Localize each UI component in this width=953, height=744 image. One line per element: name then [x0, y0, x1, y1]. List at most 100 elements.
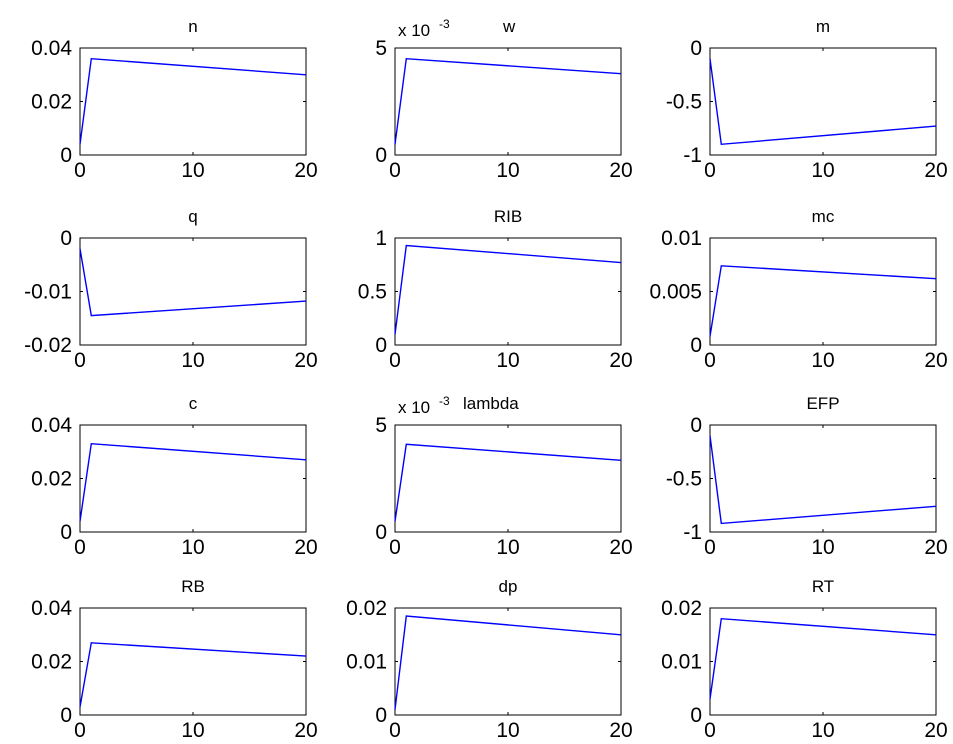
y-tick-label: 0	[690, 414, 702, 437]
y-tick-label: 0	[375, 334, 387, 357]
subplot: 0 10 20 0 5 w x 10 -3	[375, 17, 632, 182]
subplot: 0 10 20 0 0.5 1 RIB	[358, 207, 633, 372]
series-line	[394, 443, 622, 522]
x-tick-label: 20	[609, 349, 632, 372]
axes-box	[394, 47, 622, 156]
series-line	[709, 58, 937, 146]
x-tick-label: 10	[181, 159, 204, 182]
series-line	[709, 435, 937, 525]
axes-box	[79, 607, 307, 716]
subplot: 0 10 20 0 0.01 0.02 RT	[661, 577, 948, 742]
x-tick-label: 20	[924, 159, 947, 182]
x-tick-label: 0	[704, 159, 716, 182]
subplot-title: n	[188, 17, 197, 36]
y-tick-label: 0.02	[661, 597, 702, 620]
axes-box	[394, 607, 622, 716]
x-tick-label: 20	[294, 349, 317, 372]
subplot: 0 10 20 0 0.005 0.01 mc	[649, 207, 947, 372]
subplot-title: m	[816, 17, 830, 36]
subplot-title: w	[502, 17, 516, 36]
y-tick-label: 0	[375, 521, 387, 544]
axes-box	[709, 607, 937, 716]
axis-exponent: x 10	[398, 398, 430, 417]
x-tick-label: 0	[704, 719, 716, 742]
subplot-title: EFP	[806, 394, 839, 413]
x-tick-label: 20	[294, 536, 317, 559]
axes-box	[79, 237, 307, 346]
series-line	[394, 57, 622, 145]
y-tick-label: 0	[690, 37, 702, 60]
subplot-title: dp	[499, 577, 518, 596]
y-tick-label: 0.04	[31, 597, 72, 620]
x-tick-label: 20	[294, 159, 317, 182]
axes-box	[79, 47, 307, 156]
y-tick-label: -0.01	[24, 281, 72, 304]
series-line	[79, 642, 307, 708]
subplot-title: mc	[812, 207, 835, 226]
subplot: 0 10 20 -0.02 -0.01 0 q	[24, 207, 318, 372]
x-tick-label: 20	[924, 536, 947, 559]
y-tick-label: 0.04	[31, 414, 72, 437]
series-line	[394, 244, 622, 335]
y-tick-label: 0	[60, 521, 72, 544]
axes-box	[79, 424, 307, 533]
subplot-title: RT	[812, 577, 834, 596]
x-tick-label: 10	[496, 159, 519, 182]
x-tick-label: 20	[924, 349, 947, 372]
x-tick-label: 10	[181, 719, 204, 742]
subplot-title: q	[188, 207, 197, 226]
subplot: 0 10 20 0 0.01 0.02 dp	[346, 577, 633, 742]
x-tick-label: 20	[609, 536, 632, 559]
x-tick-label: 0	[389, 349, 401, 372]
y-tick-label: 0.04	[31, 37, 72, 60]
y-tick-label: 0.02	[31, 91, 72, 114]
axis-exponent: x 10	[398, 21, 430, 40]
y-tick-label: 0	[60, 227, 72, 250]
x-tick-label: 0	[74, 159, 86, 182]
y-tick-label: 5	[375, 414, 387, 437]
x-tick-label: 0	[74, 349, 86, 372]
series-line	[709, 265, 937, 337]
y-tick-label: 0	[690, 334, 702, 357]
x-tick-label: 20	[609, 159, 632, 182]
x-tick-label: 20	[609, 719, 632, 742]
x-tick-label: 0	[74, 536, 86, 559]
series-line	[394, 615, 622, 710]
x-tick-label: 0	[74, 719, 86, 742]
series-line	[79, 248, 307, 317]
x-tick-label: 0	[704, 536, 716, 559]
y-tick-label: 0.005	[649, 281, 702, 304]
series-line	[79, 442, 307, 522]
axes-box	[394, 237, 622, 346]
axes-box	[709, 424, 937, 533]
subplot: 0 10 20 0 0.02 0.04 n	[31, 17, 318, 182]
x-tick-label: 10	[181, 536, 204, 559]
axes-box	[394, 424, 622, 533]
y-tick-label: 0.01	[661, 651, 702, 674]
x-tick-label: 0	[704, 349, 716, 372]
x-tick-label: 10	[811, 159, 834, 182]
y-tick-label: 0	[60, 704, 72, 727]
x-tick-label: 10	[496, 349, 519, 372]
y-tick-label: 0.02	[346, 597, 387, 620]
x-tick-label: 0	[389, 159, 401, 182]
axes-box	[709, 47, 937, 156]
y-tick-label: 0.5	[358, 281, 387, 304]
y-tick-label: -1	[683, 521, 702, 544]
subplot: 0 10 20 0 0.02 0.04 c	[31, 394, 318, 559]
subplot-title: RIB	[494, 207, 522, 226]
x-tick-label: 10	[811, 719, 834, 742]
subplot-title: lambda	[463, 394, 519, 413]
y-tick-label: -0.5	[666, 91, 702, 114]
x-tick-label: 10	[181, 349, 204, 372]
x-tick-label: 20	[294, 719, 317, 742]
subplot: 0 10 20 -1 -0.5 0 EFP	[666, 394, 948, 559]
subplot-title: RB	[181, 577, 205, 596]
subplot: 0 10 20 0 5 lambda x 10 -3	[375, 394, 632, 559]
subplot-title: c	[189, 394, 198, 413]
subplot: 0 10 20 -1 -0.5 0 m	[666, 17, 948, 182]
series-line	[79, 57, 307, 145]
axis-exponent-power: -3	[439, 17, 450, 31]
y-tick-label: -0.02	[24, 334, 72, 357]
